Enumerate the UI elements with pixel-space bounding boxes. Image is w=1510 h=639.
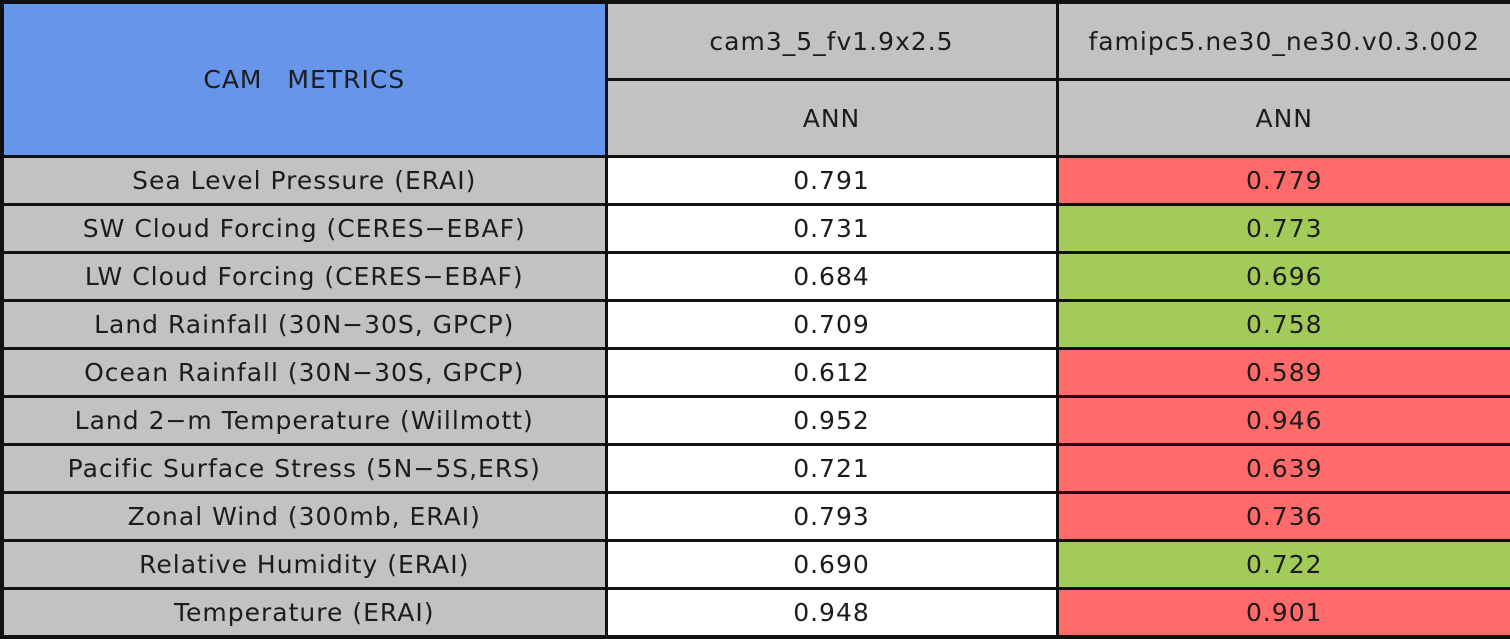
metric-label-cell: Temperature (ERAI) [0,587,608,639]
column-header-model-control: cam3_5_fv1.9x2.5 [604,0,1059,81]
table-row: Pacific Surface Stress (5N−5S,ERS) 0.721… [0,443,1510,494]
test-value-cell: 0.946 [1055,395,1510,446]
test-value-cell: 0.696 [1055,251,1510,302]
test-value-cell: 0.589 [1055,347,1510,398]
metric-label-cell: Sea Level Pressure (ERAI) [0,155,608,206]
metric-label-cell: Land Rainfall (30N−30S, GPCP) [0,299,608,350]
control-value-cell: 0.793 [604,491,1059,542]
table-row: Relative Humidity (ERAI) 0.690 0.722 [0,539,1510,590]
metric-label-cell: LW Cloud Forcing (CERES−EBAF) [0,251,608,302]
control-value-cell: 0.709 [604,299,1059,350]
control-value-cell: 0.721 [604,443,1059,494]
control-value-cell: 0.690 [604,539,1059,590]
test-value-cell: 0.779 [1055,155,1510,206]
control-value-cell: 0.731 [604,203,1059,254]
control-value-cell: 0.952 [604,395,1059,446]
metric-label-cell: Ocean Rainfall (30N−30S, GPCP) [0,347,608,398]
table-title: CAM METRICS [0,0,608,158]
table-row: Temperature (ERAI) 0.948 0.901 [0,587,1510,639]
metric-label-cell: Relative Humidity (ERAI) [0,539,608,590]
header-model-row: CAM METRICS cam3_5_fv1.9x2.5 famipc5.ne3… [0,0,1510,158]
table-row: SW Cloud Forcing (CERES−EBAF) 0.731 0.77… [0,203,1510,254]
control-value-cell: 0.948 [604,587,1059,639]
test-value-cell: 0.639 [1055,443,1510,494]
metric-label-cell: Pacific Surface Stress (5N−5S,ERS) [0,443,608,494]
control-value-cell: 0.791 [604,155,1059,206]
table-row: Zonal Wind (300mb, ERAI) 0.793 0.736 [0,491,1510,542]
table-row: Land Rainfall (30N−30S, GPCP) 0.709 0.75… [0,299,1510,350]
control-value-cell: 0.612 [604,347,1059,398]
metric-label-cell: Zonal Wind (300mb, ERAI) [0,491,608,542]
table-row: LW Cloud Forcing (CERES−EBAF) 0.684 0.69… [0,251,1510,302]
column-header-season-test: ANN [1055,78,1510,158]
metric-label-cell: SW Cloud Forcing (CERES−EBAF) [0,203,608,254]
test-value-cell: 0.901 [1055,587,1510,639]
test-value-cell: 0.773 [1055,203,1510,254]
table-row: Ocean Rainfall (30N−30S, GPCP) 0.612 0.5… [0,347,1510,398]
table-row: Land 2−m Temperature (Willmott) 0.952 0.… [0,395,1510,446]
column-header-model-test: famipc5.ne30_ne30.v0.3.002 [1055,0,1510,81]
table-row: Sea Level Pressure (ERAI) 0.791 0.779 [0,155,1510,206]
column-header-season-control: ANN [604,78,1059,158]
metric-label-cell: Land 2−m Temperature (Willmott) [0,395,608,446]
control-value-cell: 0.684 [604,251,1059,302]
test-value-cell: 0.722 [1055,539,1510,590]
test-value-cell: 0.736 [1055,491,1510,542]
header-season-row: ANN ANN [2,78,1510,158]
test-value-cell: 0.758 [1055,299,1510,350]
